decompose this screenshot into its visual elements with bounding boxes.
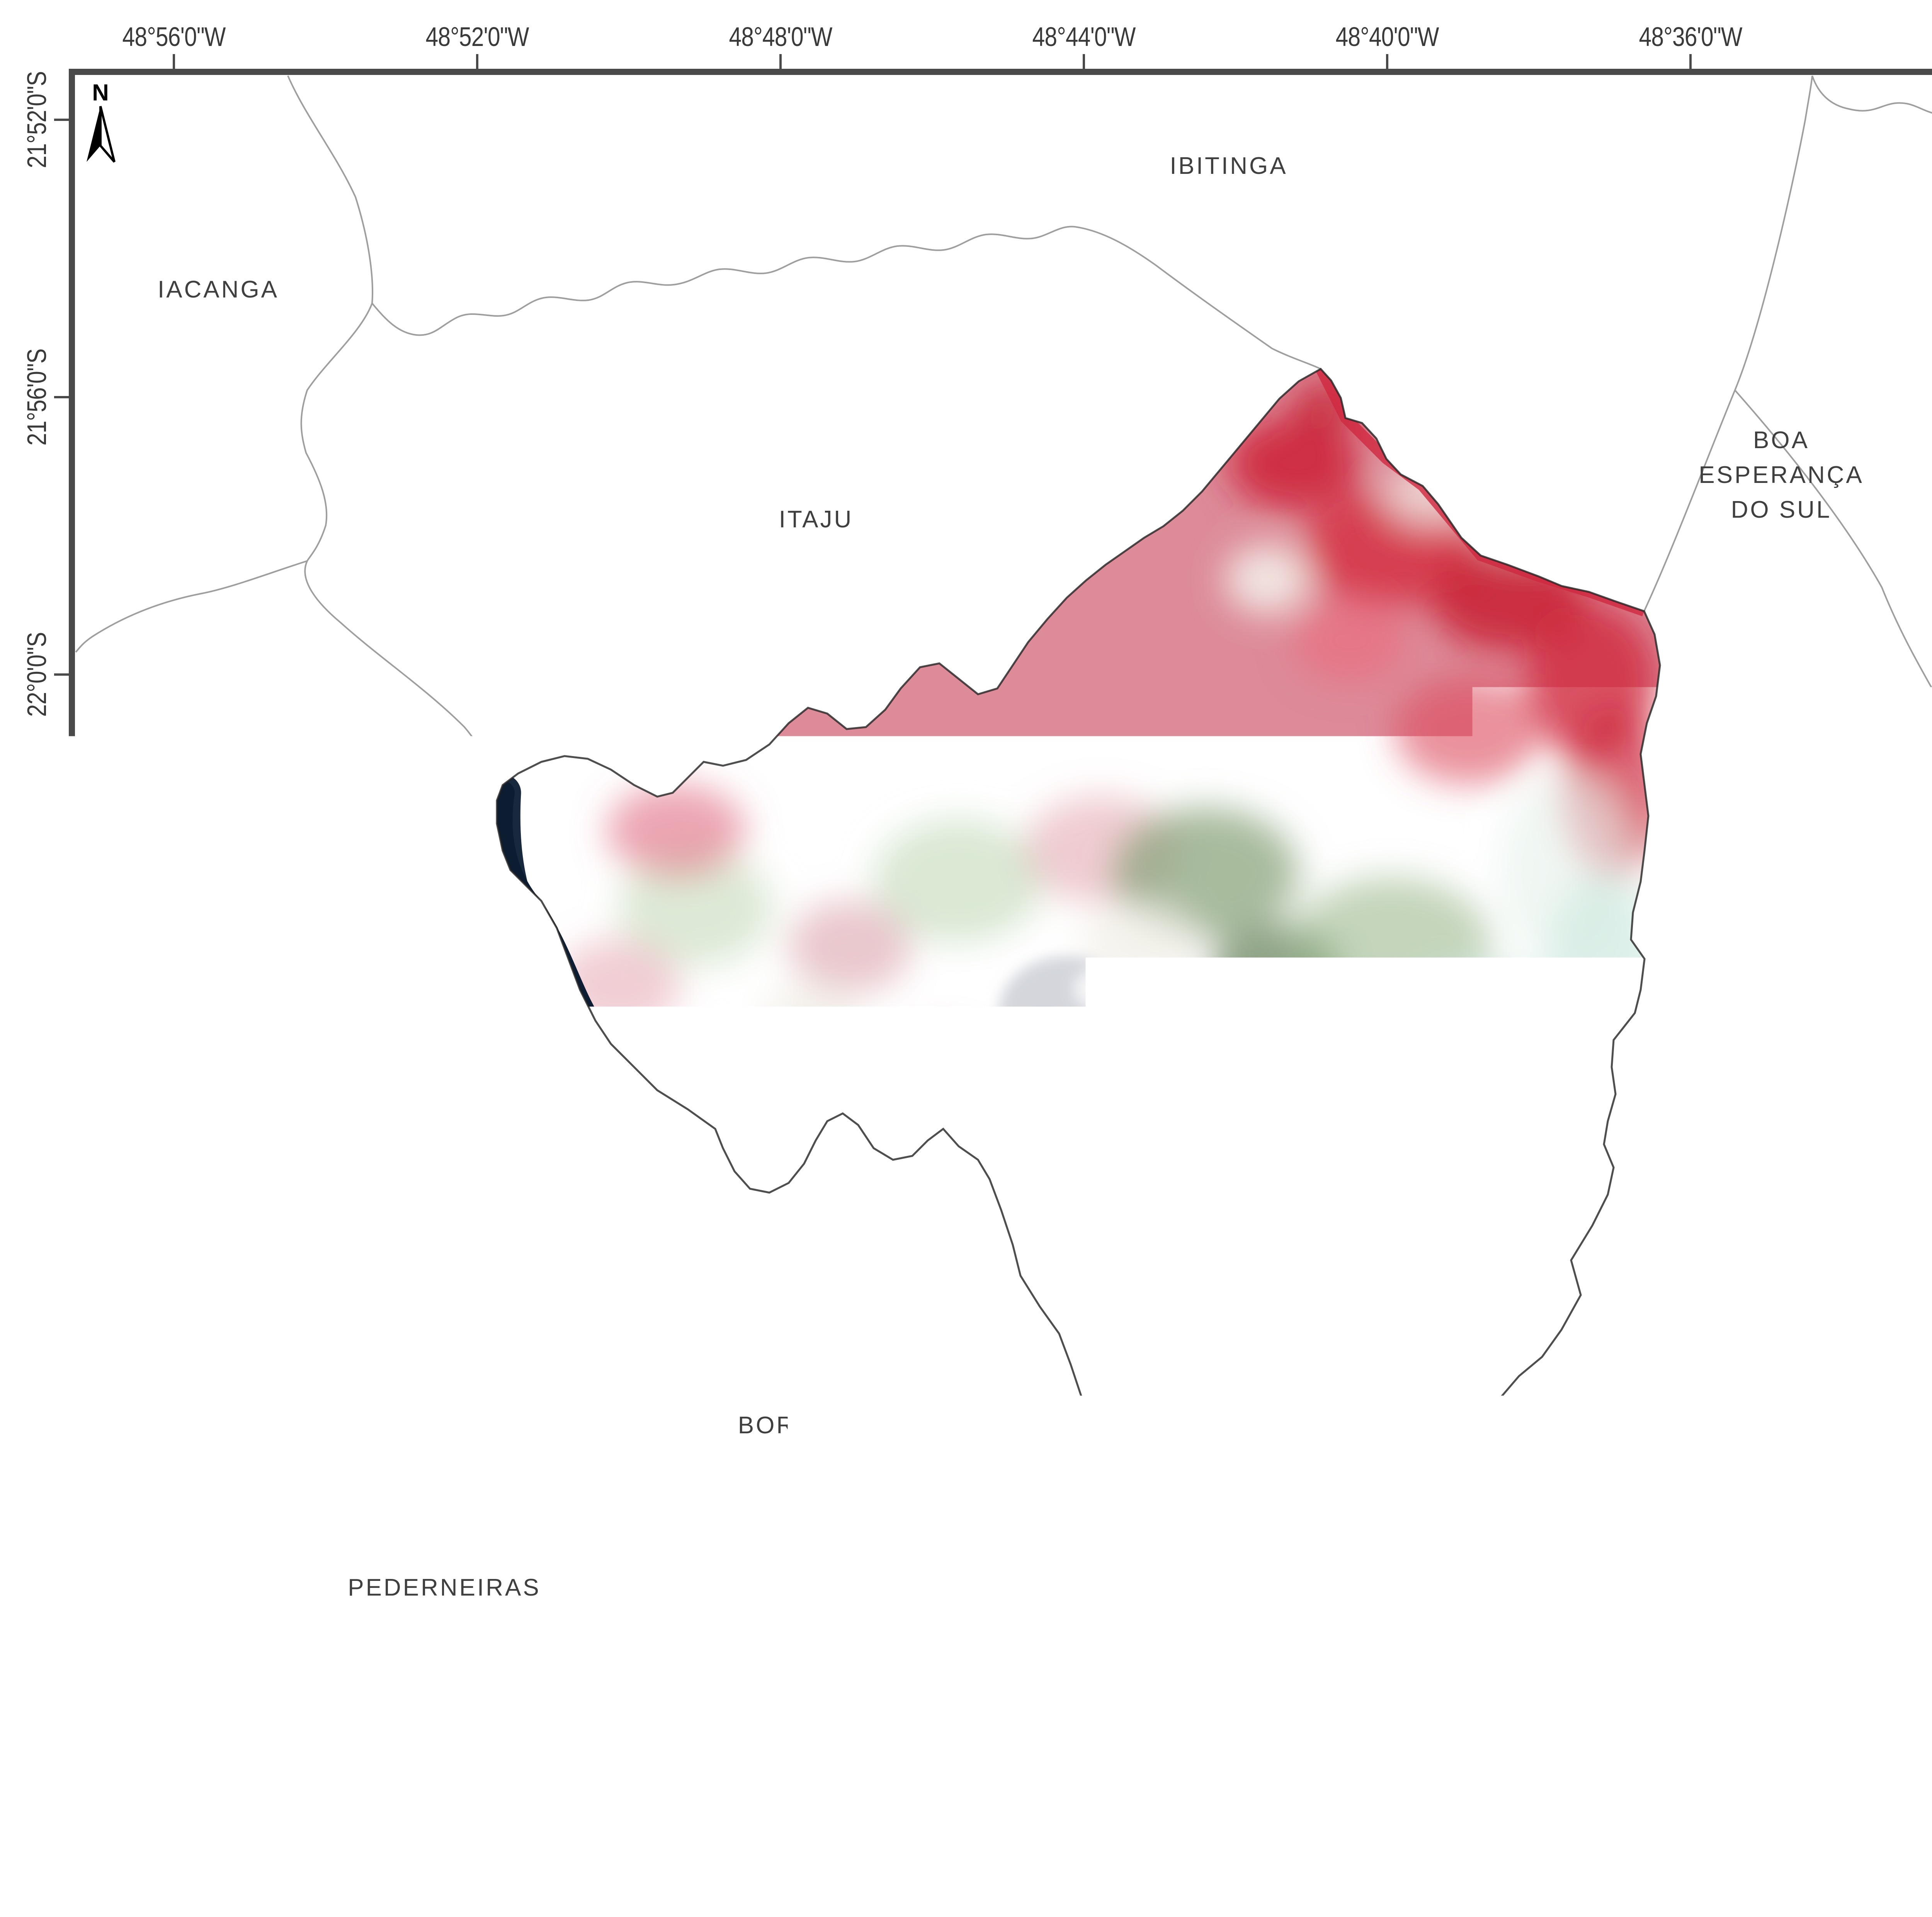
axis-label-bottom: 48°44'0"W xyxy=(1032,1872,1135,1903)
tick-bottom xyxy=(1689,1854,1692,1869)
tick-bottom xyxy=(476,1854,478,1869)
scale-tick-label: 4 xyxy=(258,1765,272,1796)
scale-tick-label: 2 xyxy=(173,1765,187,1796)
rapideye-mosaic xyxy=(464,348,1700,1623)
tick-left xyxy=(54,1506,69,1508)
axis-label-bottom: 48°56'0"W xyxy=(122,1872,225,1903)
map-canvas[interactable] xyxy=(75,75,1932,1848)
axis-label-top: 48°36'0"W xyxy=(1639,21,1742,52)
axis-label-top: 48°44'0"W xyxy=(1032,21,1135,52)
axis-label-top: 48°56'0"W xyxy=(122,21,225,52)
tick-top xyxy=(1386,54,1388,69)
scale-tick-label: 0 xyxy=(92,1765,106,1796)
tick-left xyxy=(54,951,69,953)
axis-label-top: 48°48'0"W xyxy=(729,21,832,52)
tick-top xyxy=(1689,54,1692,69)
axis-label-top: 48°52'0"W xyxy=(425,21,529,52)
scale-seg-3 xyxy=(265,1805,427,1825)
tick-left xyxy=(54,673,69,676)
scale-bar xyxy=(99,1803,429,1827)
axis-label-left: 21°52'0"S xyxy=(21,71,52,168)
tick-top xyxy=(779,54,782,69)
axis-label-left: 22°8'0"S xyxy=(21,1187,52,1272)
axis-label-top: 48°40'0"W xyxy=(1335,21,1439,52)
axis-label-bottom: 48°36'0"W xyxy=(1639,1872,1742,1903)
tick-bottom xyxy=(1083,1854,1085,1869)
axis-label-bottom: 48°40'0"W xyxy=(1335,1872,1439,1903)
north-arrow: N xyxy=(73,79,128,172)
axis-label-left: 21°56'0"S xyxy=(21,349,52,446)
tick-top xyxy=(173,54,175,69)
scale-seg-2 xyxy=(180,1805,265,1825)
scale-tick-label: 8 km xyxy=(403,1765,456,1796)
north-arrow-icon xyxy=(73,103,128,165)
tick-left xyxy=(54,396,69,398)
tick-bottom xyxy=(1386,1854,1388,1869)
axis-label-bottom: 48°52'0"W xyxy=(425,1872,529,1903)
tick-top xyxy=(476,54,478,69)
axis-label-bottom: 48°48'0"W xyxy=(729,1872,832,1903)
axis-label-left: 22°4'0"S xyxy=(21,910,52,994)
tick-left xyxy=(54,1228,69,1230)
tick-top xyxy=(1083,54,1085,69)
axis-label-left: 22°12'0"S xyxy=(21,1458,52,1555)
tick-left xyxy=(54,119,69,121)
tick-bottom xyxy=(779,1854,782,1869)
north-label: N xyxy=(92,79,109,106)
scale-seg-1 xyxy=(101,1805,180,1825)
tick-bottom xyxy=(173,1854,175,1869)
axis-label-left: 22°0'0"S xyxy=(21,632,52,717)
